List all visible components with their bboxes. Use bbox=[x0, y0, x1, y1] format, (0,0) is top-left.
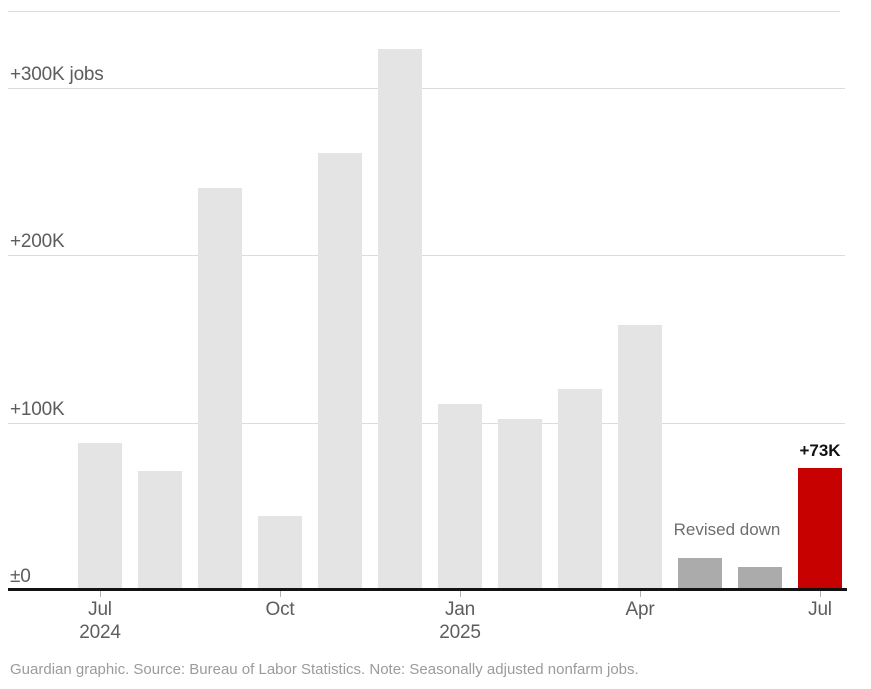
bar-oct-2024 bbox=[258, 516, 302, 590]
y-axis-label-300k: +300K jobs bbox=[10, 64, 104, 85]
bar-dec-2024 bbox=[378, 49, 422, 590]
x-axis-label-jul: Jul bbox=[808, 599, 832, 620]
x-axis-tick-jul-2024 bbox=[100, 591, 101, 597]
x-axis-label-jul-2024: Jul 2024 bbox=[79, 599, 121, 643]
x-axis-label-oct: Oct bbox=[265, 599, 295, 620]
bar-jul-2024 bbox=[78, 442, 122, 590]
y-axis-label-200k: +200K bbox=[10, 231, 65, 252]
y-axis-label-0k: ±0 bbox=[10, 566, 31, 587]
chart-top-border bbox=[8, 11, 840, 12]
bar-sep-2024 bbox=[198, 188, 242, 590]
bar-may-2025 bbox=[678, 558, 722, 590]
bar-mar-2025 bbox=[558, 389, 602, 590]
bar-aug-2024 bbox=[138, 471, 182, 590]
bar-apr-2025 bbox=[618, 325, 662, 590]
x-axis-tick-jul bbox=[820, 591, 821, 597]
bar-feb-2025 bbox=[498, 419, 542, 590]
bar-jan-2025 bbox=[438, 404, 482, 590]
x-axis-label-jan-2025: Jan 2025 bbox=[439, 599, 481, 643]
gridline-200k bbox=[8, 255, 845, 256]
gridline-100k bbox=[8, 423, 845, 424]
x-axis-tick-apr bbox=[640, 591, 641, 597]
bar-jul-2025 bbox=[798, 467, 842, 590]
bar-nov-2024 bbox=[318, 152, 362, 590]
x-axis-tick-jan-2025 bbox=[460, 591, 461, 597]
y-axis-label-100k: +100K bbox=[10, 399, 65, 420]
gridline-300k bbox=[8, 88, 845, 89]
chart-source-caption: Guardian graphic. Source: Bureau of Labo… bbox=[10, 661, 639, 678]
highlight-bar-value-label: +73K bbox=[799, 441, 841, 460]
x-axis-label-apr: Apr bbox=[625, 599, 655, 620]
bar-jun-2025 bbox=[738, 566, 782, 590]
x-axis-tick-oct bbox=[280, 591, 281, 597]
revised-down-note: Revised down bbox=[673, 520, 781, 539]
x-axis-line bbox=[8, 588, 847, 591]
